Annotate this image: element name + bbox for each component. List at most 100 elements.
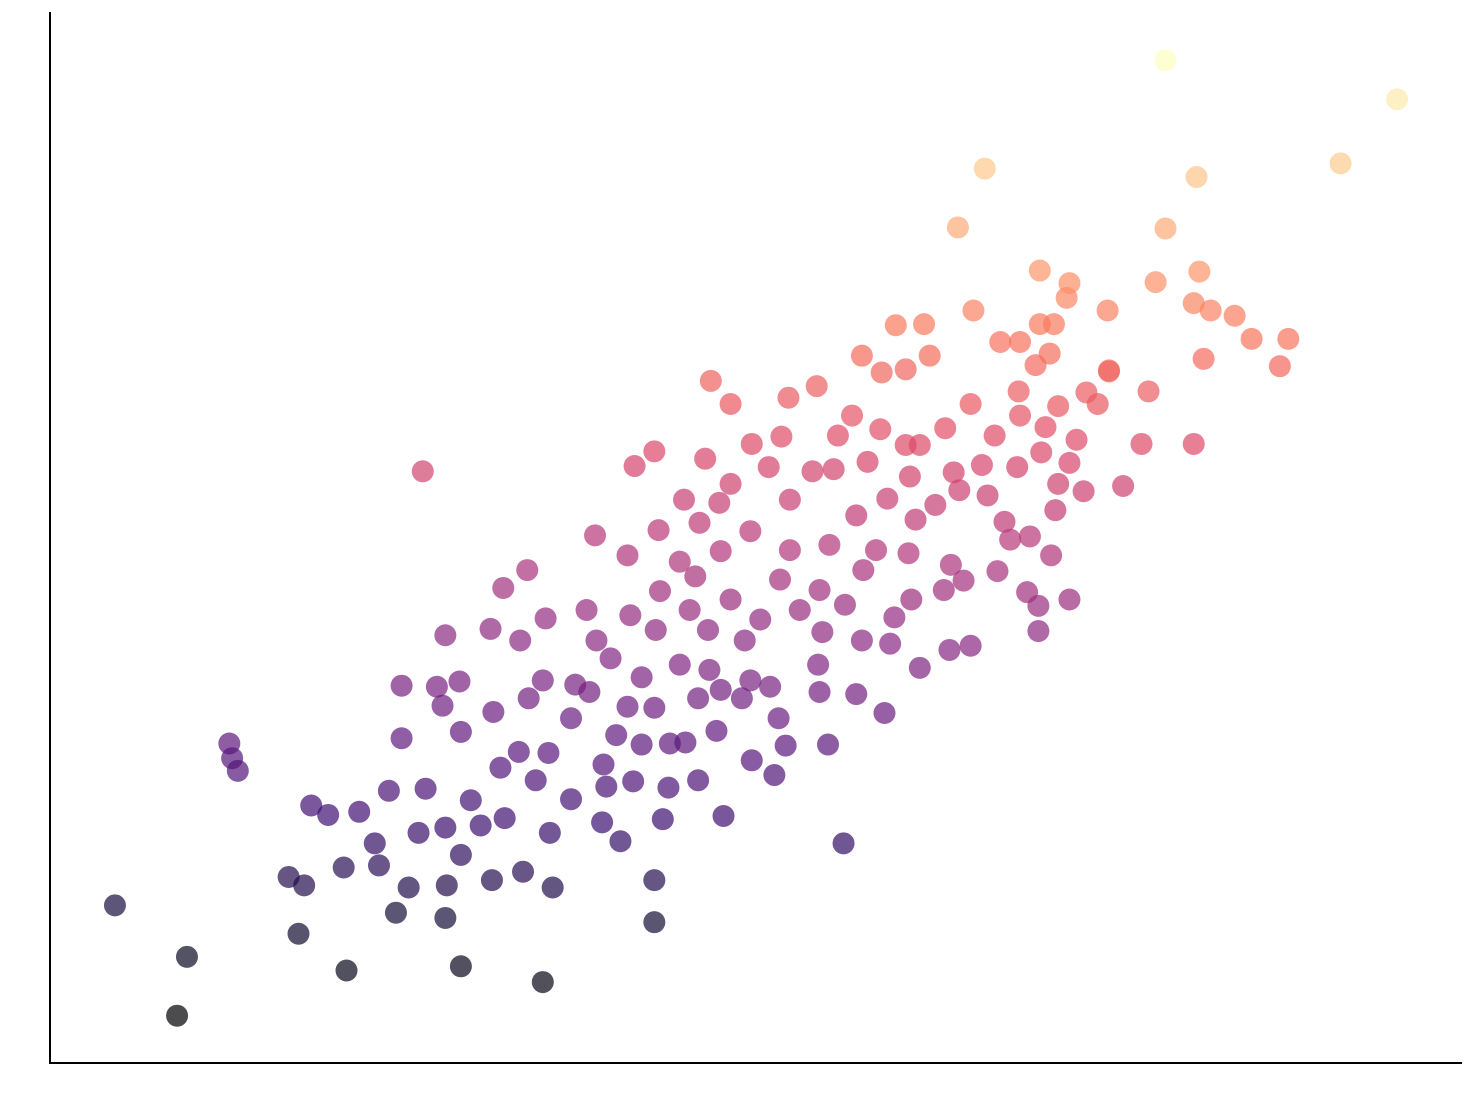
point bbox=[1096, 299, 1119, 322]
point bbox=[643, 869, 666, 892]
point bbox=[993, 510, 1016, 533]
point bbox=[778, 539, 801, 562]
point bbox=[942, 461, 965, 484]
point bbox=[952, 569, 975, 592]
point bbox=[973, 157, 996, 180]
point bbox=[643, 440, 666, 463]
point bbox=[1154, 217, 1177, 240]
point bbox=[592, 753, 615, 776]
point bbox=[479, 617, 502, 640]
point bbox=[657, 776, 680, 799]
point bbox=[630, 666, 653, 689]
point bbox=[876, 487, 899, 510]
point bbox=[709, 540, 732, 563]
point bbox=[687, 769, 710, 792]
point bbox=[959, 393, 982, 416]
point bbox=[1042, 313, 1065, 336]
point bbox=[384, 901, 407, 924]
point bbox=[390, 674, 413, 697]
point bbox=[850, 344, 873, 367]
point bbox=[777, 386, 800, 409]
point bbox=[939, 553, 962, 576]
point bbox=[1144, 271, 1167, 294]
point bbox=[770, 425, 793, 448]
point bbox=[348, 800, 371, 823]
point bbox=[1386, 88, 1409, 111]
point bbox=[822, 458, 845, 481]
point bbox=[644, 618, 667, 641]
point bbox=[709, 678, 732, 701]
point bbox=[841, 404, 864, 427]
point bbox=[1030, 441, 1053, 464]
point bbox=[774, 734, 797, 757]
point bbox=[434, 624, 457, 647]
point bbox=[363, 832, 386, 855]
point bbox=[449, 843, 472, 866]
point bbox=[740, 749, 763, 772]
point bbox=[507, 740, 530, 763]
point bbox=[869, 418, 892, 441]
point bbox=[879, 632, 902, 655]
point bbox=[672, 488, 695, 511]
point bbox=[1268, 355, 1291, 378]
point bbox=[1040, 544, 1063, 567]
point bbox=[531, 669, 554, 692]
point bbox=[801, 460, 824, 483]
point bbox=[435, 874, 458, 897]
point bbox=[560, 788, 583, 811]
point bbox=[1130, 432, 1153, 455]
point bbox=[719, 588, 742, 611]
point bbox=[1007, 380, 1030, 403]
point bbox=[1154, 49, 1177, 72]
point bbox=[534, 607, 557, 630]
point bbox=[1240, 327, 1263, 350]
point bbox=[605, 724, 628, 747]
point bbox=[1182, 432, 1205, 455]
point bbox=[833, 593, 856, 616]
point bbox=[884, 314, 907, 337]
point bbox=[397, 876, 420, 899]
point bbox=[668, 653, 691, 676]
point bbox=[459, 789, 482, 812]
point bbox=[688, 511, 711, 534]
point bbox=[908, 656, 931, 679]
point bbox=[865, 539, 888, 562]
point bbox=[898, 465, 921, 488]
point bbox=[377, 779, 400, 802]
point bbox=[1016, 581, 1039, 604]
point bbox=[1192, 347, 1215, 370]
point bbox=[609, 830, 632, 853]
point bbox=[1065, 428, 1088, 451]
point bbox=[739, 669, 762, 692]
point bbox=[918, 344, 941, 367]
point bbox=[287, 922, 310, 945]
point bbox=[698, 658, 721, 681]
point bbox=[767, 707, 790, 730]
point bbox=[757, 456, 780, 479]
point bbox=[1329, 152, 1352, 175]
point bbox=[817, 733, 840, 756]
point bbox=[1058, 272, 1081, 295]
point bbox=[560, 707, 583, 730]
point bbox=[623, 455, 646, 478]
point bbox=[1028, 259, 1051, 282]
point bbox=[674, 731, 697, 754]
point bbox=[1044, 499, 1067, 522]
point bbox=[870, 361, 893, 384]
point bbox=[578, 680, 601, 703]
point bbox=[434, 906, 457, 929]
point bbox=[647, 519, 670, 542]
point bbox=[959, 634, 982, 657]
points bbox=[103, 49, 1409, 1027]
point bbox=[332, 856, 355, 879]
point bbox=[730, 687, 753, 710]
point bbox=[1058, 451, 1081, 474]
point bbox=[1027, 620, 1050, 643]
point bbox=[493, 807, 516, 830]
point bbox=[293, 874, 316, 897]
point bbox=[651, 808, 674, 831]
point bbox=[913, 313, 936, 336]
point bbox=[469, 814, 492, 837]
point bbox=[1058, 588, 1081, 611]
point bbox=[226, 759, 249, 782]
